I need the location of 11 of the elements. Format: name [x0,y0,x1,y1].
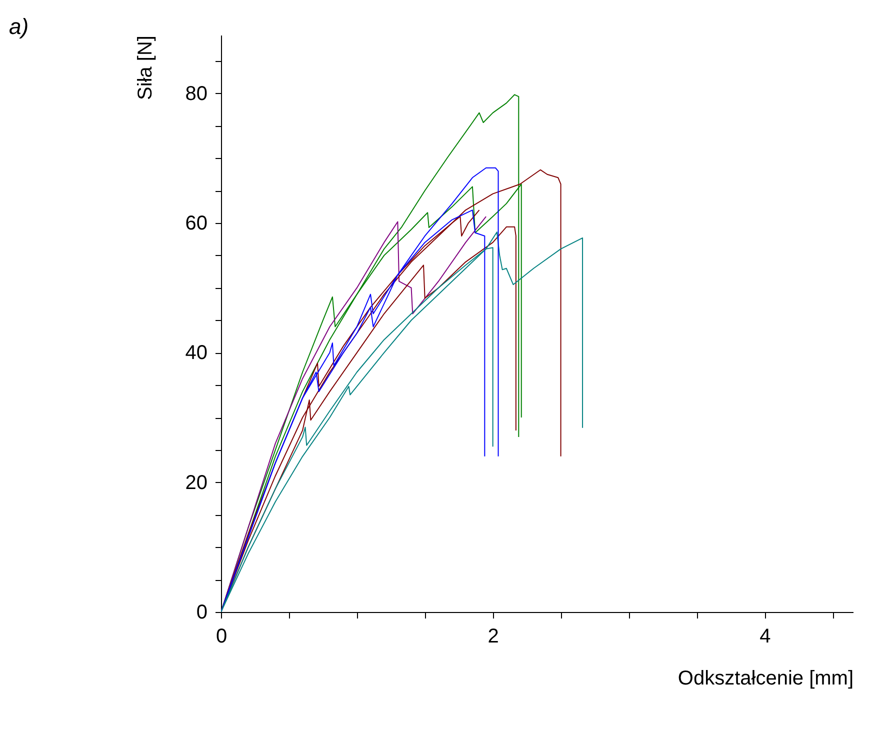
y-tick-label: 40 [185,342,208,364]
y-tick-label: 80 [185,82,208,105]
x-tick-label: 2 [488,626,499,648]
x-tick-label: 0 [216,626,228,648]
y-axis-title: Siła [N] [134,36,156,100]
x-tick-label: 4 [760,626,771,648]
y-tick-label: 0 [196,602,208,624]
y-tick-label: 20 [185,472,208,494]
x-axis-title: Odkształcenie [mm] [678,668,854,690]
text: a) [9,14,29,39]
y-tick-label: 60 [185,212,208,235]
